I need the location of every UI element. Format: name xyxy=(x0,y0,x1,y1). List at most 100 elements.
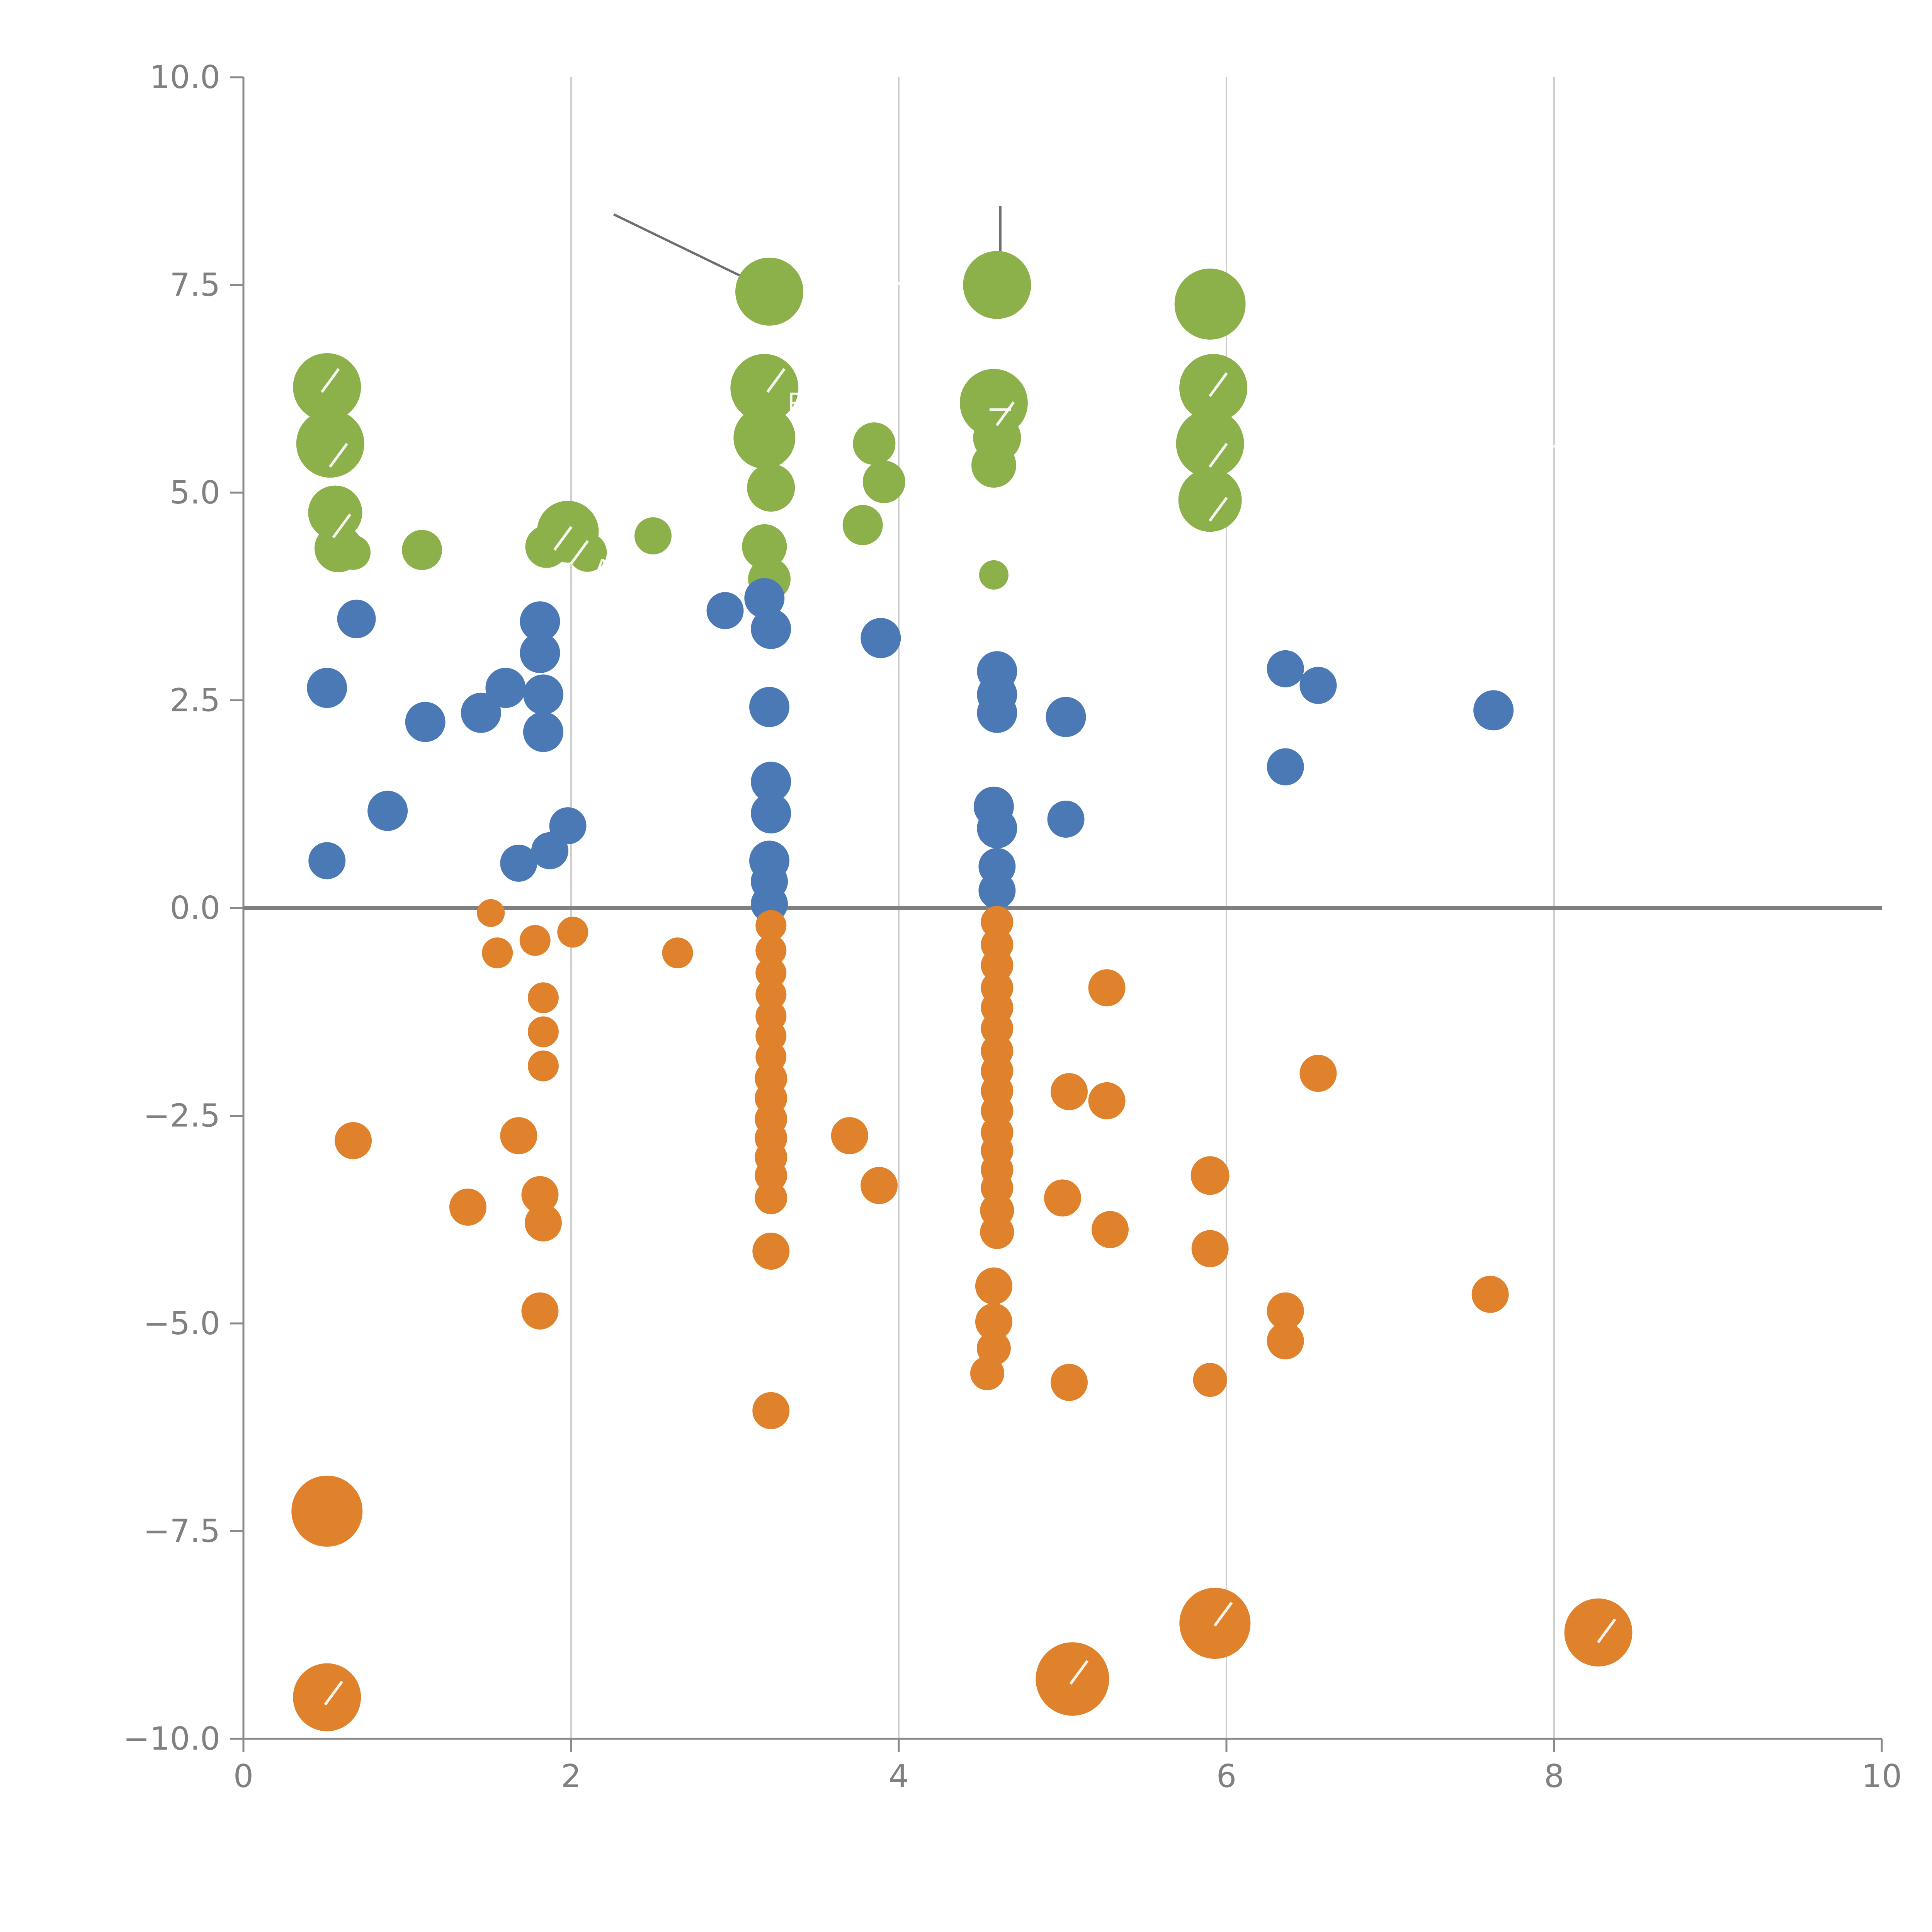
annotation-lines xyxy=(613,206,1002,288)
data-point xyxy=(291,1475,363,1547)
data-point xyxy=(981,906,1014,939)
data-point xyxy=(862,461,905,503)
data-point xyxy=(1471,1276,1509,1313)
data-point xyxy=(402,530,442,570)
data-point xyxy=(755,1159,787,1192)
data-point xyxy=(1267,748,1304,786)
data-point xyxy=(752,1392,790,1429)
data-point xyxy=(831,1117,868,1155)
data-point xyxy=(335,1122,372,1159)
data-point xyxy=(527,982,559,1014)
data-point xyxy=(520,633,560,673)
series-blue xyxy=(307,578,1514,923)
white-slash xyxy=(570,540,589,565)
data-point xyxy=(461,692,501,733)
white-slash xyxy=(332,513,352,539)
data-point xyxy=(519,925,551,956)
data-point xyxy=(733,407,796,469)
data-point xyxy=(842,505,883,545)
data-point xyxy=(405,702,446,742)
data-point xyxy=(525,525,568,568)
data-point xyxy=(308,842,346,879)
data-point xyxy=(557,917,588,948)
y-tick-label: 2.5 xyxy=(170,682,220,719)
data-point xyxy=(755,1182,787,1214)
y-tick-label: 5.0 xyxy=(170,474,220,511)
data-point xyxy=(523,712,563,752)
annotation-line xyxy=(613,213,764,288)
data-point xyxy=(755,957,787,988)
data-point xyxy=(336,535,371,570)
data-point xyxy=(477,899,505,927)
white-slash-marks xyxy=(320,282,1616,1706)
data-point xyxy=(963,251,1031,319)
y-tick-label: 0.0 xyxy=(170,890,220,927)
data-point xyxy=(755,910,787,941)
y-tick-label: −7.5 xyxy=(143,1513,220,1550)
data-point xyxy=(485,668,526,708)
data-point xyxy=(751,793,791,833)
data-point xyxy=(977,692,1017,733)
data-point xyxy=(293,1663,361,1731)
series-green xyxy=(293,251,1248,600)
data-point xyxy=(755,979,787,1010)
data-point xyxy=(527,1016,559,1048)
white-slash xyxy=(1213,1602,1233,1627)
data-point xyxy=(523,674,563,715)
data-point xyxy=(367,791,408,831)
white-slash xyxy=(995,401,1015,426)
data-point xyxy=(981,1012,1014,1045)
data-point xyxy=(634,517,672,554)
data-point xyxy=(307,668,347,708)
data-point xyxy=(308,485,362,540)
data-point xyxy=(1179,354,1248,422)
data-point xyxy=(1174,268,1246,340)
x-tick-label: 2 xyxy=(561,1758,581,1795)
white-slash xyxy=(1597,1618,1616,1643)
data-point xyxy=(521,1292,559,1330)
data-point xyxy=(524,1204,562,1242)
data-point xyxy=(1267,650,1304,687)
data-point xyxy=(549,807,587,845)
data-point xyxy=(1036,1642,1109,1716)
data-point xyxy=(1088,969,1126,1007)
data-point xyxy=(1176,410,1244,478)
data-point xyxy=(1299,1054,1337,1092)
data-point xyxy=(977,808,1017,849)
y-tick-label: −5.0 xyxy=(143,1305,220,1342)
data-point xyxy=(981,949,1014,982)
data-point xyxy=(706,592,744,629)
annotation-label: P xyxy=(787,388,803,417)
data-point xyxy=(755,935,787,966)
data-point xyxy=(970,1356,1004,1390)
white-slash xyxy=(1069,1660,1089,1685)
data-point xyxy=(735,257,804,326)
data-point xyxy=(1047,800,1085,838)
data-point xyxy=(662,937,693,969)
data-point xyxy=(1046,697,1086,737)
white-slash xyxy=(324,1680,344,1706)
data-point xyxy=(749,687,790,727)
data-point xyxy=(751,609,791,649)
data-point xyxy=(520,601,560,642)
data-point xyxy=(744,578,785,619)
data-point xyxy=(861,618,901,658)
data-point xyxy=(1267,1322,1304,1360)
data-point xyxy=(975,1267,1012,1305)
data-point xyxy=(1191,1230,1229,1267)
data-point xyxy=(978,872,1016,909)
x-tick-label: 4 xyxy=(889,1758,909,1795)
y-tick-label: −2.5 xyxy=(143,1098,220,1134)
data-point xyxy=(742,524,787,569)
data-point xyxy=(747,464,795,512)
white-slash xyxy=(1208,497,1228,522)
data-point xyxy=(1044,1179,1081,1217)
y-tick-label: −10.0 xyxy=(123,1721,220,1757)
x-tick-label: 8 xyxy=(1544,1758,1564,1795)
data-point xyxy=(980,1215,1014,1249)
series-orange xyxy=(291,899,1633,1731)
data-point xyxy=(568,533,607,572)
data-point xyxy=(1193,1363,1227,1397)
